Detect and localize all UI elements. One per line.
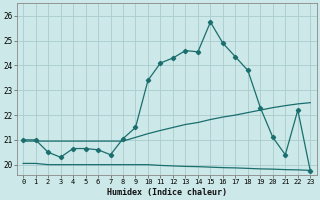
X-axis label: Humidex (Indice chaleur): Humidex (Indice chaleur) <box>107 188 227 197</box>
